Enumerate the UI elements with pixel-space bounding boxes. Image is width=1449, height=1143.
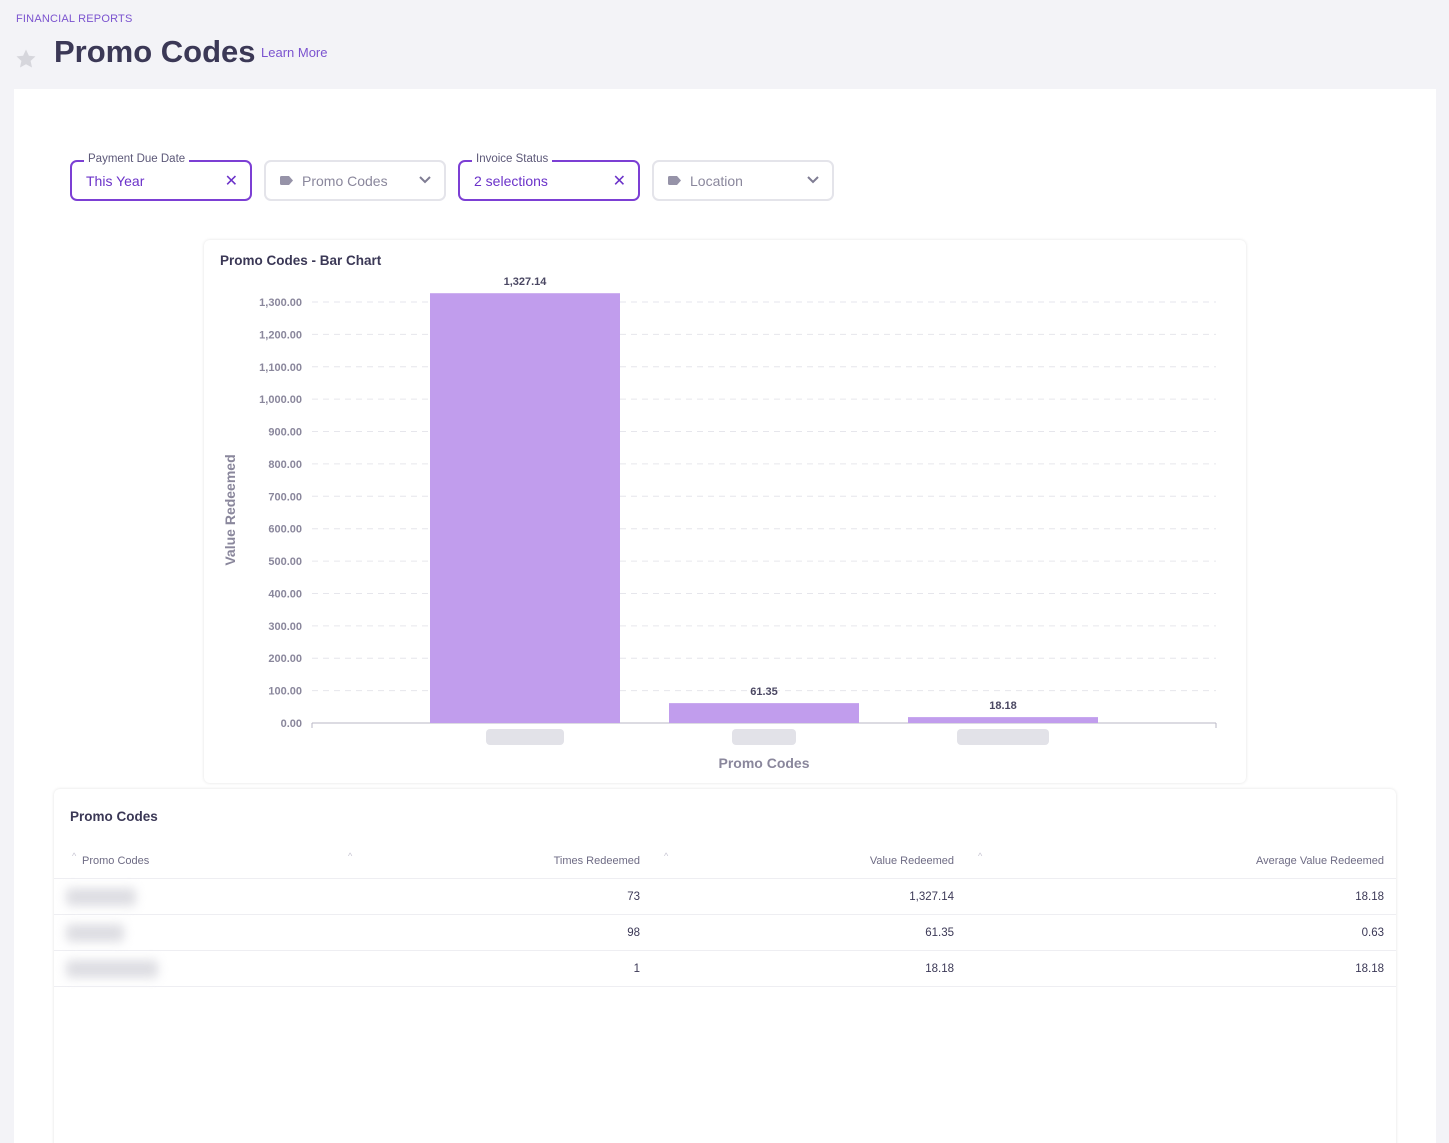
location-filter[interactable]: Location	[652, 160, 834, 201]
value-redeemed-cell: 61.35	[925, 927, 954, 939]
page-title: Promo Codes	[54, 34, 256, 69]
average-value-cell: 18.18	[1355, 891, 1384, 903]
payment-due-date-value: This Year	[86, 173, 145, 189]
y-tick-label: 700.00	[268, 491, 302, 503]
promo-codes-filter[interactable]: Promo Codes	[264, 160, 446, 201]
y-tick-label: 1,000.00	[259, 394, 302, 406]
redacted-x-tick-label	[486, 729, 564, 745]
y-tick-label: 400.00	[268, 588, 302, 600]
value-redeemed-cell: 1,327.14	[909, 891, 954, 903]
col-value-redeemed[interactable]: Value Redeemed	[869, 855, 954, 867]
bar-data-label: 18.18	[989, 700, 1017, 712]
chevron-down-icon	[807, 176, 819, 184]
y-tick-label: 100.00	[268, 686, 302, 698]
redacted-x-tick-label	[957, 729, 1049, 745]
redacted-promo-code	[66, 924, 124, 942]
report-panel: Payment Due Date This Year ✕ Promo Codes…	[14, 89, 1436, 1143]
payment-due-date-filter[interactable]: Payment Due Date This Year ✕	[70, 153, 252, 201]
col-times-redeemed[interactable]: Times Redeemed	[553, 855, 640, 867]
col-average-value-redeemed[interactable]: Average Value Redeemed	[1255, 855, 1384, 867]
favorite-star-icon[interactable]	[14, 47, 38, 71]
promo-codes-table: Promo Codes ^ Promo Codes ^ Times Redeem…	[54, 789, 1396, 1143]
clear-invoice-status-icon[interactable]: ✕	[612, 173, 626, 190]
table-header: ^ Promo Codes ^ Times Redeemed ^ Value R…	[54, 843, 1396, 879]
y-tick-label: 600.00	[268, 524, 302, 536]
invoice-status-value: 2 selections	[474, 173, 548, 189]
times-redeemed-cell: 73	[627, 891, 640, 903]
tag-icon	[280, 176, 293, 185]
bar-data-label: 1,327.14	[504, 276, 548, 288]
table-title: Promo Codes	[70, 809, 158, 824]
redacted-x-tick-label	[732, 729, 796, 745]
average-value-cell: 18.18	[1355, 963, 1384, 975]
redacted-promo-code	[66, 888, 136, 906]
y-tick-label: 1,300.00	[259, 297, 302, 309]
sort-icon[interactable]: ^	[664, 851, 669, 861]
x-axis-title: Promo Codes	[718, 755, 809, 771]
bar-chart-card: Promo Codes - Bar Chart 0.00 100.00 200.00…	[204, 240, 1246, 783]
bar-data-label: 61.35	[750, 686, 778, 698]
chevron-down-icon	[419, 176, 431, 184]
times-redeemed-cell: 1	[633, 963, 640, 975]
y-tick-label: 300.00	[268, 621, 302, 633]
col-promo-codes[interactable]: Promo Codes	[82, 855, 150, 867]
invoice-status-label: Invoice Status	[472, 153, 553, 165]
learn-more-link[interactable]: Learn More	[261, 45, 328, 60]
bar	[669, 703, 859, 723]
times-redeemed-cell: 98	[627, 927, 640, 939]
y-tick-label: 900.00	[268, 427, 302, 439]
redacted-promo-code	[66, 960, 158, 978]
y-tick-label: 800.00	[268, 459, 302, 471]
table-row[interactable]: 73 1,327.14 18.18	[54, 879, 1396, 915]
invoice-status-filter[interactable]: Invoice Status 2 selections ✕	[458, 153, 640, 201]
bar	[430, 293, 620, 723]
bar-chart: 0.00 100.00 200.00 300.00 400.00 500.00 600.00…	[222, 276, 1217, 771]
bar	[908, 717, 1098, 723]
promo-codes-placeholder: Promo Codes	[302, 173, 388, 189]
average-value-cell: 0.63	[1361, 927, 1384, 939]
table-row[interactable]: 1 18.18 18.18	[54, 951, 1396, 987]
y-axis-title: Value Redeemed	[222, 454, 238, 565]
location-placeholder: Location	[690, 173, 743, 189]
y-tick-label: 1,100.00	[259, 362, 302, 374]
y-tick-label: 500.00	[268, 556, 302, 568]
sort-icon[interactable]: ^	[978, 851, 983, 861]
sort-icon[interactable]: ^	[348, 851, 353, 861]
value-redeemed-cell: 18.18	[925, 963, 954, 975]
breadcrumb[interactable]: FINANCIAL REPORTS	[16, 13, 133, 25]
y-tick-label: 0.00	[281, 718, 302, 730]
tag-icon	[668, 176, 681, 185]
clear-payment-due-date-icon[interactable]: ✕	[224, 173, 238, 190]
y-tick-label: 200.00	[268, 653, 302, 665]
payment-due-date-label: Payment Due Date	[84, 153, 190, 165]
chart-title: Promo Codes - Bar Chart	[220, 253, 382, 268]
table-row[interactable]: 98 61.35 0.63	[54, 915, 1396, 951]
y-tick-label: 1,200.00	[259, 329, 302, 341]
sort-icon[interactable]: ^	[72, 851, 77, 861]
